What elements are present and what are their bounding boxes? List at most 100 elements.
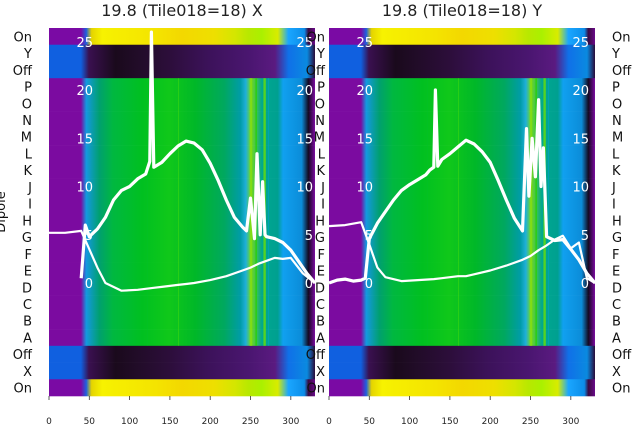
- dipole-label: Off: [306, 64, 326, 79]
- dipole-label: Off: [612, 348, 632, 363]
- dipole-label: E: [612, 265, 620, 280]
- overlay-tick-label-right: 10: [572, 181, 589, 196]
- dipole-label: F: [25, 248, 32, 263]
- dipole-label: D: [612, 281, 622, 296]
- x-tick-label: 300: [562, 417, 579, 427]
- overlay-tick-label: 15: [356, 132, 373, 147]
- x-tick-label: 0: [46, 417, 52, 427]
- heatmap-row: [329, 329, 595, 347]
- overlay-tick-label: 0: [365, 277, 373, 292]
- dipole-label: L: [612, 147, 620, 162]
- panel-title: 19.8 (Tile018=18) Y: [382, 1, 543, 20]
- dipole-label: O: [315, 97, 325, 112]
- overlay-tick-label: 20: [356, 84, 373, 99]
- dipole-label: K: [612, 164, 621, 179]
- heatmap-band: [535, 78, 537, 346]
- dipole-label: C: [316, 298, 325, 313]
- dipole-label: On: [307, 382, 325, 397]
- heatmap-row: [49, 145, 315, 163]
- heatmap-row: [49, 161, 315, 179]
- heatmap-row: [329, 44, 595, 62]
- dipole-label: B: [23, 315, 32, 330]
- overlay-tick-label-right: 15: [572, 132, 589, 147]
- dipole-label: M: [314, 131, 325, 146]
- dipole-label: C: [612, 298, 621, 313]
- overlay-tick-label: 25: [76, 36, 93, 51]
- dipole-label: Y: [23, 47, 32, 62]
- dipole-label: N: [612, 114, 622, 129]
- dipole-label: G: [315, 231, 325, 246]
- dipole-label: X: [316, 365, 325, 380]
- heatmap-row: [329, 345, 595, 363]
- heatmap-row: [49, 262, 315, 280]
- heatmap-row: [329, 228, 595, 246]
- heatmap-row: [49, 228, 315, 246]
- dipole-label: Y: [316, 47, 325, 62]
- heatmap-row: [49, 178, 315, 196]
- dipole-label: D: [22, 281, 32, 296]
- dipole-label: K: [316, 164, 325, 179]
- dipole-label: X: [612, 365, 621, 380]
- heatmap-row: [49, 111, 315, 129]
- overlay-tick-label: 20: [76, 84, 93, 99]
- x-tick-label: 100: [121, 417, 138, 427]
- dipole-label: Off: [13, 64, 33, 79]
- series-line: [49, 229, 316, 292]
- heatmap-row: [329, 145, 595, 163]
- overlay-tick-label-right: 10: [296, 181, 313, 196]
- dipole-label: H: [315, 214, 325, 229]
- overlay-tick-label: 25: [356, 36, 373, 51]
- heatmap-row: [49, 295, 315, 313]
- x-tick-label: 50: [364, 417, 376, 427]
- dipole-label: Off: [612, 64, 632, 79]
- dipole-label: J: [611, 181, 616, 196]
- heatmap-row: [49, 312, 315, 330]
- dipole-label: P: [24, 81, 32, 96]
- dipole-label: Off: [306, 348, 326, 363]
- dipole-label: L: [318, 147, 326, 162]
- dipole-label: C: [23, 298, 32, 313]
- heatmap-row: [49, 61, 315, 79]
- heatmap-row: [329, 379, 595, 397]
- heatmap-row: [49, 245, 315, 263]
- heatmap-band: [548, 78, 550, 346]
- heatmap-row: [49, 379, 315, 397]
- series-line: [328, 88, 597, 285]
- dipole-label: G: [612, 231, 622, 246]
- dipole-label: M: [21, 131, 32, 146]
- overlay-tick-label-right: 5: [305, 229, 313, 244]
- x-tick-label: 150: [161, 417, 178, 427]
- dipole-label: E: [317, 265, 325, 280]
- dipole-label: X: [23, 365, 32, 380]
- overlay-tick-label-right: 25: [296, 36, 313, 51]
- heatmap-row: [329, 295, 595, 313]
- x-tick-label: 50: [84, 417, 96, 427]
- overlay-tick-label-right: 0: [305, 277, 313, 292]
- x-tick-label: 100: [401, 417, 418, 427]
- dipole-label: Y: [611, 47, 620, 62]
- heatmap-row: [49, 128, 315, 146]
- heatmap-row: [49, 212, 315, 230]
- x-tick-label: 150: [441, 417, 458, 427]
- x-tick-label: 200: [482, 417, 499, 427]
- heatmap-row: [329, 312, 595, 330]
- heatmap-row: [49, 195, 315, 213]
- heatmap-row: [329, 78, 595, 96]
- heatmap-row: [329, 61, 595, 79]
- overlay-tick-label: 10: [76, 181, 93, 196]
- dipole-label: H: [612, 214, 622, 229]
- heatmap-row: [329, 245, 595, 263]
- dipole-label: P: [612, 81, 620, 96]
- overlay-tick-label: 10: [356, 181, 373, 196]
- heatmap-row: [329, 195, 595, 213]
- heatmap-band: [529, 78, 533, 346]
- overlay-tick-label-right: 20: [296, 84, 313, 99]
- heatmap-row: [329, 94, 595, 112]
- x-tick-label: 0: [326, 417, 332, 427]
- heatmap-row: [329, 161, 595, 179]
- overlay-tick-label-right: 20: [572, 84, 589, 99]
- heatmap-row: [329, 212, 595, 230]
- dipole-label: M: [612, 131, 623, 146]
